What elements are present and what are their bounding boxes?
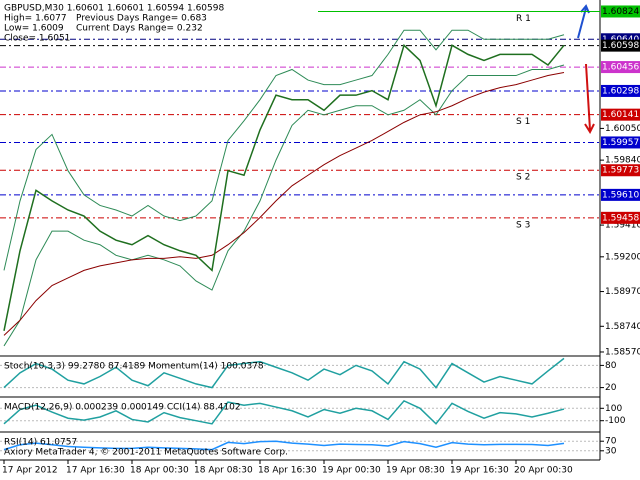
- y-tick-label: 1.58970: [605, 287, 640, 297]
- series-line: [3, 64, 565, 347]
- y-tick-label: 1.60050: [605, 124, 640, 134]
- price-box: [601, 108, 640, 121]
- series-line: [3, 72, 565, 336]
- price-box: [601, 211, 640, 224]
- price-box-label: 1.60141: [602, 110, 639, 120]
- header-info: Low= 1.6009: [4, 24, 64, 34]
- pivot-tag: R 1: [516, 14, 531, 24]
- y-tick-label: 1.58570: [605, 347, 640, 357]
- panel-title: GBPUSD,M30 1.60601 1.60601 1.60594 1.605…: [4, 4, 224, 14]
- pivot-tag: S 2: [516, 173, 530, 183]
- price-box: [601, 84, 640, 97]
- y-tick-label: 70: [605, 437, 617, 447]
- up-arrow: [577, 4, 590, 39]
- price-box-label: 1.59610: [602, 190, 639, 200]
- panel-title: Stoch(10,3,3) 99.2780 87.4189 Momentum(1…: [4, 362, 264, 372]
- price-box: [601, 5, 640, 18]
- y-tick-label: -100: [605, 416, 626, 426]
- series-line: [3, 43, 565, 331]
- y-tick-label: 100: [605, 404, 622, 414]
- x-tick-label: 18 Apr 16:30: [258, 466, 317, 476]
- header-info: Previous Days Range= 0.683: [76, 14, 207, 24]
- series-line: [3, 29, 565, 271]
- panel-title: MACD(12,26,9) 0.000239 0.000149 CCI(14) …: [4, 403, 241, 413]
- series-line: [3, 399, 565, 425]
- series-line: [3, 440, 565, 451]
- header-info: Close= 1.6051: [4, 34, 70, 44]
- price-box: [601, 188, 640, 201]
- y-tick-label: 1.59410: [605, 221, 640, 231]
- x-tick-label: 19 Apr 16:30: [450, 466, 509, 476]
- price-box: [601, 61, 640, 74]
- price-box-label: 1.60824: [602, 7, 639, 17]
- price-box-label: 1.60298: [602, 86, 639, 96]
- header-info: Current Days Range= 0.232: [76, 24, 203, 34]
- x-tick-label: 19 Apr 00:30: [322, 466, 381, 476]
- y-tick-label: 1.59200: [605, 252, 640, 262]
- price-box-label: 1.59458: [602, 213, 639, 223]
- copyright: Axiory MetaTrader 4, © 2001-2011 MetaQuo…: [4, 448, 288, 458]
- price-box: [601, 164, 640, 177]
- down-arrow: [584, 63, 595, 135]
- y-tick-label: 30: [605, 446, 617, 456]
- x-tick-label: 18 Apr 08:30: [194, 466, 253, 476]
- y-tick-label: 20: [605, 383, 617, 393]
- y-tick-label: 80: [605, 361, 617, 371]
- pivot-tag: S 1: [516, 117, 530, 127]
- series-line: [3, 357, 565, 389]
- panel-title: RSI(14) 61.0757: [4, 438, 77, 448]
- price-box: [601, 39, 640, 52]
- price-box-label: 1.59957: [602, 138, 639, 148]
- pivot-tag: S 3: [516, 220, 530, 230]
- x-tick-label: 19 Apr 08:30: [386, 466, 445, 476]
- y-tick-label: 1.58740: [605, 322, 640, 332]
- y-tick-label: 1.59840: [605, 156, 640, 166]
- price-box-label: 1.59773: [602, 166, 639, 176]
- x-tick-label: 18 Apr 00:30: [130, 466, 189, 476]
- price-box-label: 1.60456: [602, 63, 639, 73]
- header-info: High= 1.6077: [4, 14, 67, 24]
- x-tick-label: 17 Apr 16:30: [66, 466, 125, 476]
- price-box-label: 1.60598: [602, 41, 639, 51]
- x-tick-label: 17 Apr 2012: [2, 466, 58, 476]
- price-box: [601, 136, 640, 149]
- x-tick-label: 20 Apr 00:30: [514, 466, 573, 476]
